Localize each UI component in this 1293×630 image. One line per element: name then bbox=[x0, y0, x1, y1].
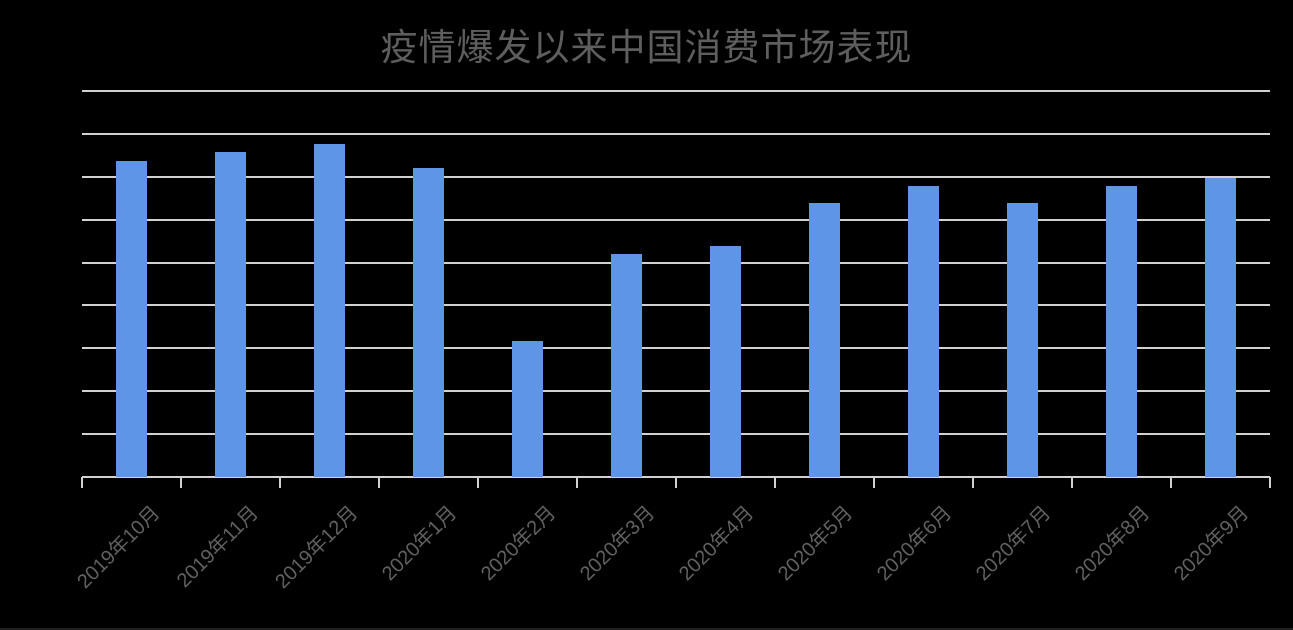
bar bbox=[1106, 186, 1137, 477]
x-axis-tick bbox=[873, 477, 875, 488]
x-axis-tick bbox=[1269, 477, 1271, 488]
gridline bbox=[82, 261, 1270, 264]
bar bbox=[314, 143, 345, 477]
bar bbox=[215, 152, 246, 477]
x-axis-tick bbox=[180, 477, 182, 488]
gridline bbox=[82, 218, 1270, 221]
gridline bbox=[82, 433, 1270, 436]
x-axis-tick bbox=[477, 477, 479, 488]
x-axis-label: 2020年3月 bbox=[575, 502, 660, 586]
bar bbox=[611, 254, 642, 477]
gridline bbox=[82, 132, 1270, 135]
x-axis-tick bbox=[1071, 477, 1073, 488]
x-axis-tick bbox=[378, 477, 380, 488]
x-axis-label: 2020年2月 bbox=[476, 502, 561, 586]
gridline bbox=[82, 390, 1270, 393]
bar bbox=[413, 168, 444, 477]
gridline bbox=[82, 304, 1270, 307]
x-axis-label: 2019年12月 bbox=[271, 502, 363, 594]
x-axis-tick bbox=[81, 477, 83, 488]
bottom-edge bbox=[0, 628, 1293, 630]
x-axis-label: 2019年11月 bbox=[173, 502, 264, 592]
x-axis-tick bbox=[774, 477, 776, 488]
x-axis-label: 2020年7月 bbox=[971, 502, 1056, 586]
x-axis-tick bbox=[675, 477, 677, 488]
x-axis-label: 2020年6月 bbox=[872, 502, 957, 586]
chart-title: 疫情爆发以来中国消费市场表现 bbox=[380, 27, 913, 68]
bar bbox=[908, 186, 939, 477]
gridline bbox=[82, 347, 1270, 350]
x-axis-tick bbox=[279, 477, 281, 488]
bar bbox=[1007, 203, 1038, 477]
bar bbox=[710, 245, 741, 477]
x-axis-label: 2020年9月 bbox=[1169, 502, 1254, 586]
bar bbox=[809, 203, 840, 477]
x-axis-label: 2020年8月 bbox=[1070, 502, 1155, 586]
x-axis-label: 2020年1月 bbox=[377, 502, 462, 586]
x-axis-label: 2020年5月 bbox=[773, 502, 858, 586]
bar bbox=[512, 340, 543, 477]
x-axis-tick bbox=[972, 477, 974, 488]
x-axis-tick bbox=[576, 477, 578, 488]
bar bbox=[116, 161, 147, 477]
bar bbox=[1205, 178, 1236, 477]
x-axis-label: 2019年10月 bbox=[73, 502, 165, 594]
gridline bbox=[82, 90, 1270, 92]
x-axis-label: 2020年4月 bbox=[674, 502, 759, 586]
x-axis-tick bbox=[1170, 477, 1172, 488]
gridline bbox=[82, 175, 1270, 178]
